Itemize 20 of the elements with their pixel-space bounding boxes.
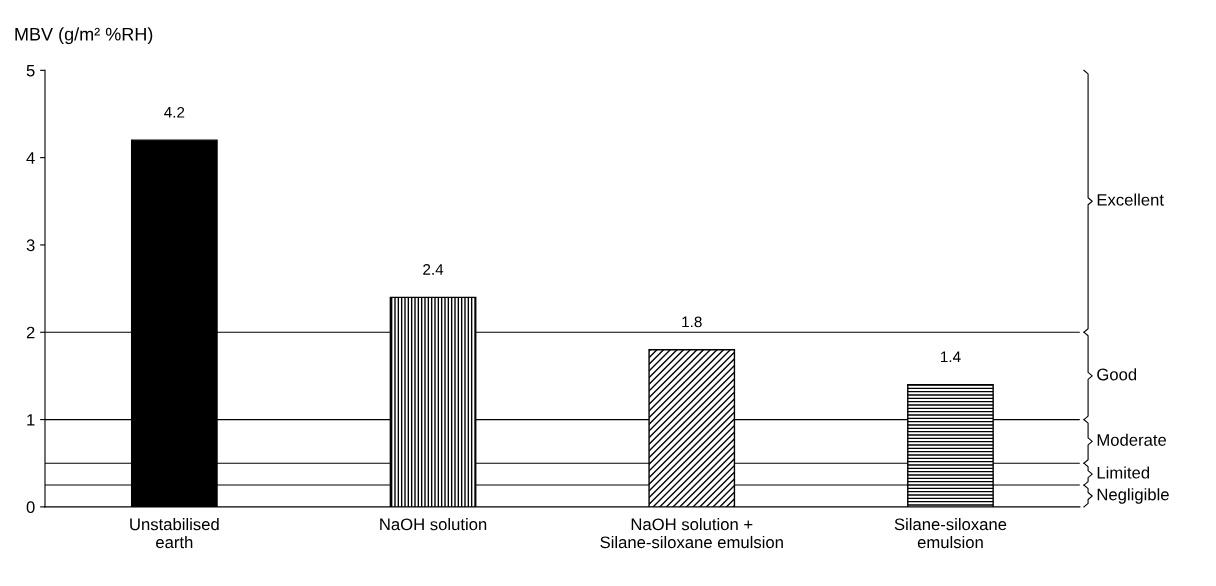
- data-label: 4.2: [164, 106, 185, 118]
- x-tick-label: Silane-siloxane emulsion: [894, 518, 1007, 549]
- y-tick-label: 5: [26, 64, 35, 77]
- text: Moderate: [1097, 433, 1167, 446]
- y-tick-label: 4: [26, 152, 35, 164]
- x-tick-label: NaOH solution: [380, 518, 487, 531]
- text: Excellent: [1097, 193, 1164, 206]
- x-tick-label: Unstabilised earth: [130, 518, 219, 549]
- y-tick-label: 2: [26, 326, 35, 339]
- y-axis-title: MBV (g/m² %RH): [15, 27, 153, 45]
- y-tick-label: 1: [27, 414, 35, 426]
- text: Negligible: [1097, 488, 1169, 504]
- text: Limited: [1097, 466, 1150, 479]
- data-label: 1.8: [682, 316, 702, 328]
- y-tick-label: 0: [26, 501, 35, 514]
- data-label: 2.4: [423, 264, 444, 275]
- data-label: 1.4: [941, 351, 961, 363]
- text: Good: [1097, 368, 1137, 381]
- y-tick-label: 3: [26, 239, 35, 252]
- x-tick-label: NaOH solution + Silane-siloxane emulsion: [600, 518, 783, 549]
